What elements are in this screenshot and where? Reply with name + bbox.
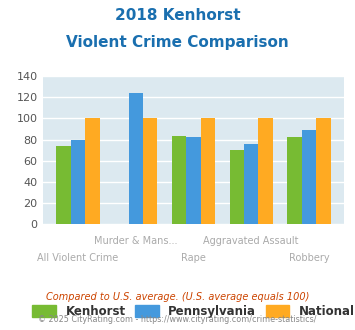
Text: Murder & Mans...: Murder & Mans... <box>94 236 178 246</box>
Text: Violent Crime Comparison: Violent Crime Comparison <box>66 35 289 50</box>
Text: © 2025 CityRating.com - https://www.cityrating.com/crime-statistics/: © 2025 CityRating.com - https://www.city… <box>38 315 317 324</box>
Bar <box>129 93 143 224</box>
Bar <box>186 137 201 224</box>
Bar <box>85 118 100 224</box>
Text: 2018 Kenhorst: 2018 Kenhorst <box>115 8 240 23</box>
Text: All Violent Crime: All Violent Crime <box>37 253 119 263</box>
Legend: Kenhorst, Pennsylvania, National: Kenhorst, Pennsylvania, National <box>32 305 355 317</box>
Bar <box>316 118 331 224</box>
Text: Aggravated Assault: Aggravated Assault <box>203 236 299 246</box>
Bar <box>71 140 85 224</box>
Text: Robbery: Robbery <box>289 253 329 263</box>
Bar <box>230 150 244 224</box>
Text: Compared to U.S. average. (U.S. average equals 100): Compared to U.S. average. (U.S. average … <box>46 292 309 302</box>
Bar <box>56 146 71 224</box>
Bar <box>287 137 302 224</box>
Bar <box>143 118 157 224</box>
Bar <box>201 118 215 224</box>
Bar <box>244 144 258 224</box>
Bar <box>302 130 316 224</box>
Text: Rape: Rape <box>181 253 206 263</box>
Bar <box>172 136 186 224</box>
Bar <box>258 118 273 224</box>
